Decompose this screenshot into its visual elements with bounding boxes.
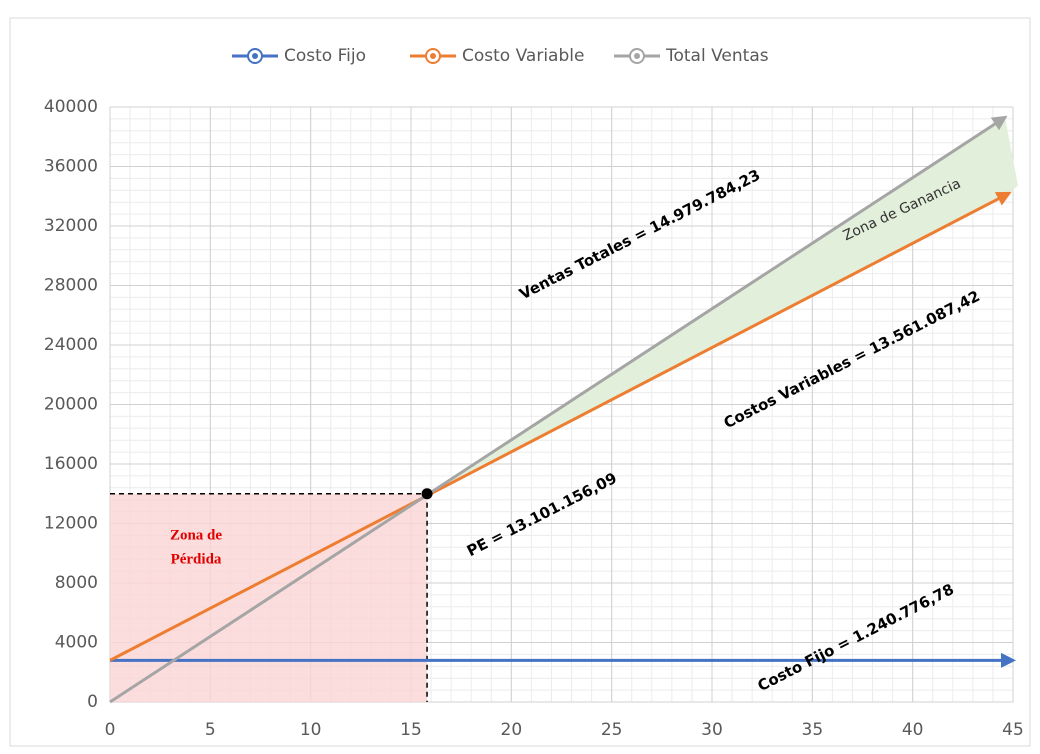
- y-tick-label: 16000: [44, 454, 98, 474]
- break-even-point: [421, 488, 433, 500]
- y-tick-label: 28000: [44, 276, 98, 296]
- x-tick-label: 45: [1002, 720, 1024, 740]
- legend-label: Costo Fijo: [284, 46, 366, 66]
- x-tick-label: 20: [501, 720, 523, 740]
- x-tick-label: 15: [400, 720, 422, 740]
- x-tick-label: 0: [105, 720, 116, 740]
- x-tick-label: 10: [300, 720, 322, 740]
- x-tick-label: 30: [701, 720, 723, 740]
- x-tick-label: 35: [802, 720, 824, 740]
- x-tick-label: 25: [601, 720, 623, 740]
- annotation: Pérdida: [171, 551, 222, 567]
- series-line: [109, 115, 1008, 704]
- annotation: Zona de: [170, 527, 222, 543]
- legend-label: Total Ventas: [665, 46, 769, 66]
- legend-marker: [252, 53, 258, 59]
- legend-label: Costo Variable: [462, 46, 584, 66]
- y-tick-label: 0: [87, 692, 98, 712]
- y-tick-label: 24000: [44, 335, 98, 355]
- x-tick-label: 40: [902, 720, 924, 740]
- y-tick-label: 4000: [55, 633, 98, 653]
- y-tick-label: 20000: [44, 395, 98, 415]
- y-tick-label: 40000: [44, 97, 98, 117]
- legend-marker: [634, 53, 640, 59]
- y-tick-label: 8000: [55, 573, 98, 593]
- y-tick-label: 32000: [44, 216, 98, 236]
- x-tick-label: 5: [205, 720, 216, 740]
- y-tick-label: 12000: [44, 514, 98, 534]
- legend-marker: [430, 53, 436, 59]
- y-tick-label: 36000: [44, 157, 98, 177]
- series-line: [109, 191, 1012, 662]
